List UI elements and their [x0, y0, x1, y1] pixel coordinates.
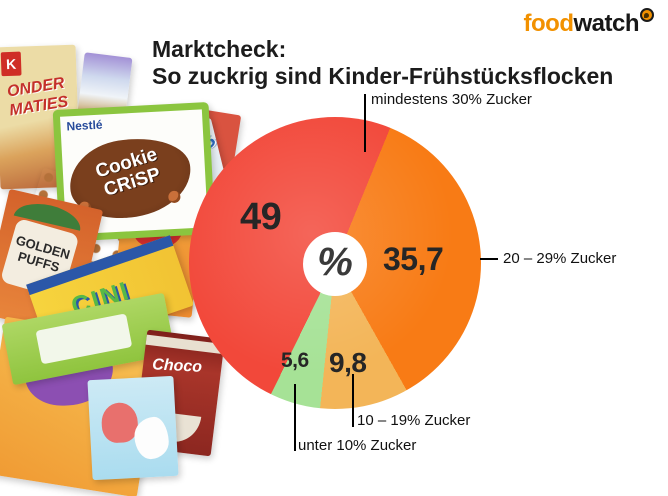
- slice-value-10-19: 9,8: [329, 347, 367, 378]
- label-panel: [35, 313, 133, 365]
- callout-line-20-29: [480, 258, 498, 260]
- callout-label-10-19: 10 – 19% Zucker: [357, 412, 471, 429]
- slice-value-min30: 49: [240, 196, 282, 238]
- cereal-box-blue: [87, 375, 179, 481]
- nestle-logo: Nestlé: [66, 117, 103, 134]
- slice-value-20-29: 35,7: [383, 241, 444, 277]
- callout-label-20-29: 20 – 29% Zucker: [503, 250, 617, 267]
- milk-splash-icon: [133, 416, 170, 460]
- callout-label-min30: mindestens 30% Zucker: [371, 91, 532, 108]
- callout-line-under10: [294, 384, 296, 451]
- k-brand-badge: K: [0, 51, 22, 77]
- mascot-icon: [100, 401, 139, 444]
- slice-value-under10: 5,6: [281, 349, 309, 372]
- logo-text-watch: watch: [573, 10, 639, 37]
- cereal-piece-icon: [168, 190, 181, 204]
- foodwatch-logo: foodwatch: [523, 8, 654, 38]
- title-line-2: So zuckrig sind Kinder-Frühstücksflocken: [152, 63, 614, 89]
- foodwatch-eye-icon: [640, 8, 654, 22]
- pie-center-hole: %: [303, 232, 367, 296]
- title-line-1: Marktcheck:: [152, 36, 287, 62]
- page-title: Marktcheck: So zuckrig sind Kinder-Frühs…: [152, 36, 613, 90]
- callout-line-10-19: [352, 374, 354, 427]
- callout-line-min30: [364, 94, 366, 152]
- cereal-box-label: Choco: [151, 356, 203, 376]
- percent-symbol: %: [317, 239, 353, 284]
- logo-text-food: food: [523, 10, 574, 37]
- callout-label-under10: unter 10% Zucker: [298, 437, 417, 454]
